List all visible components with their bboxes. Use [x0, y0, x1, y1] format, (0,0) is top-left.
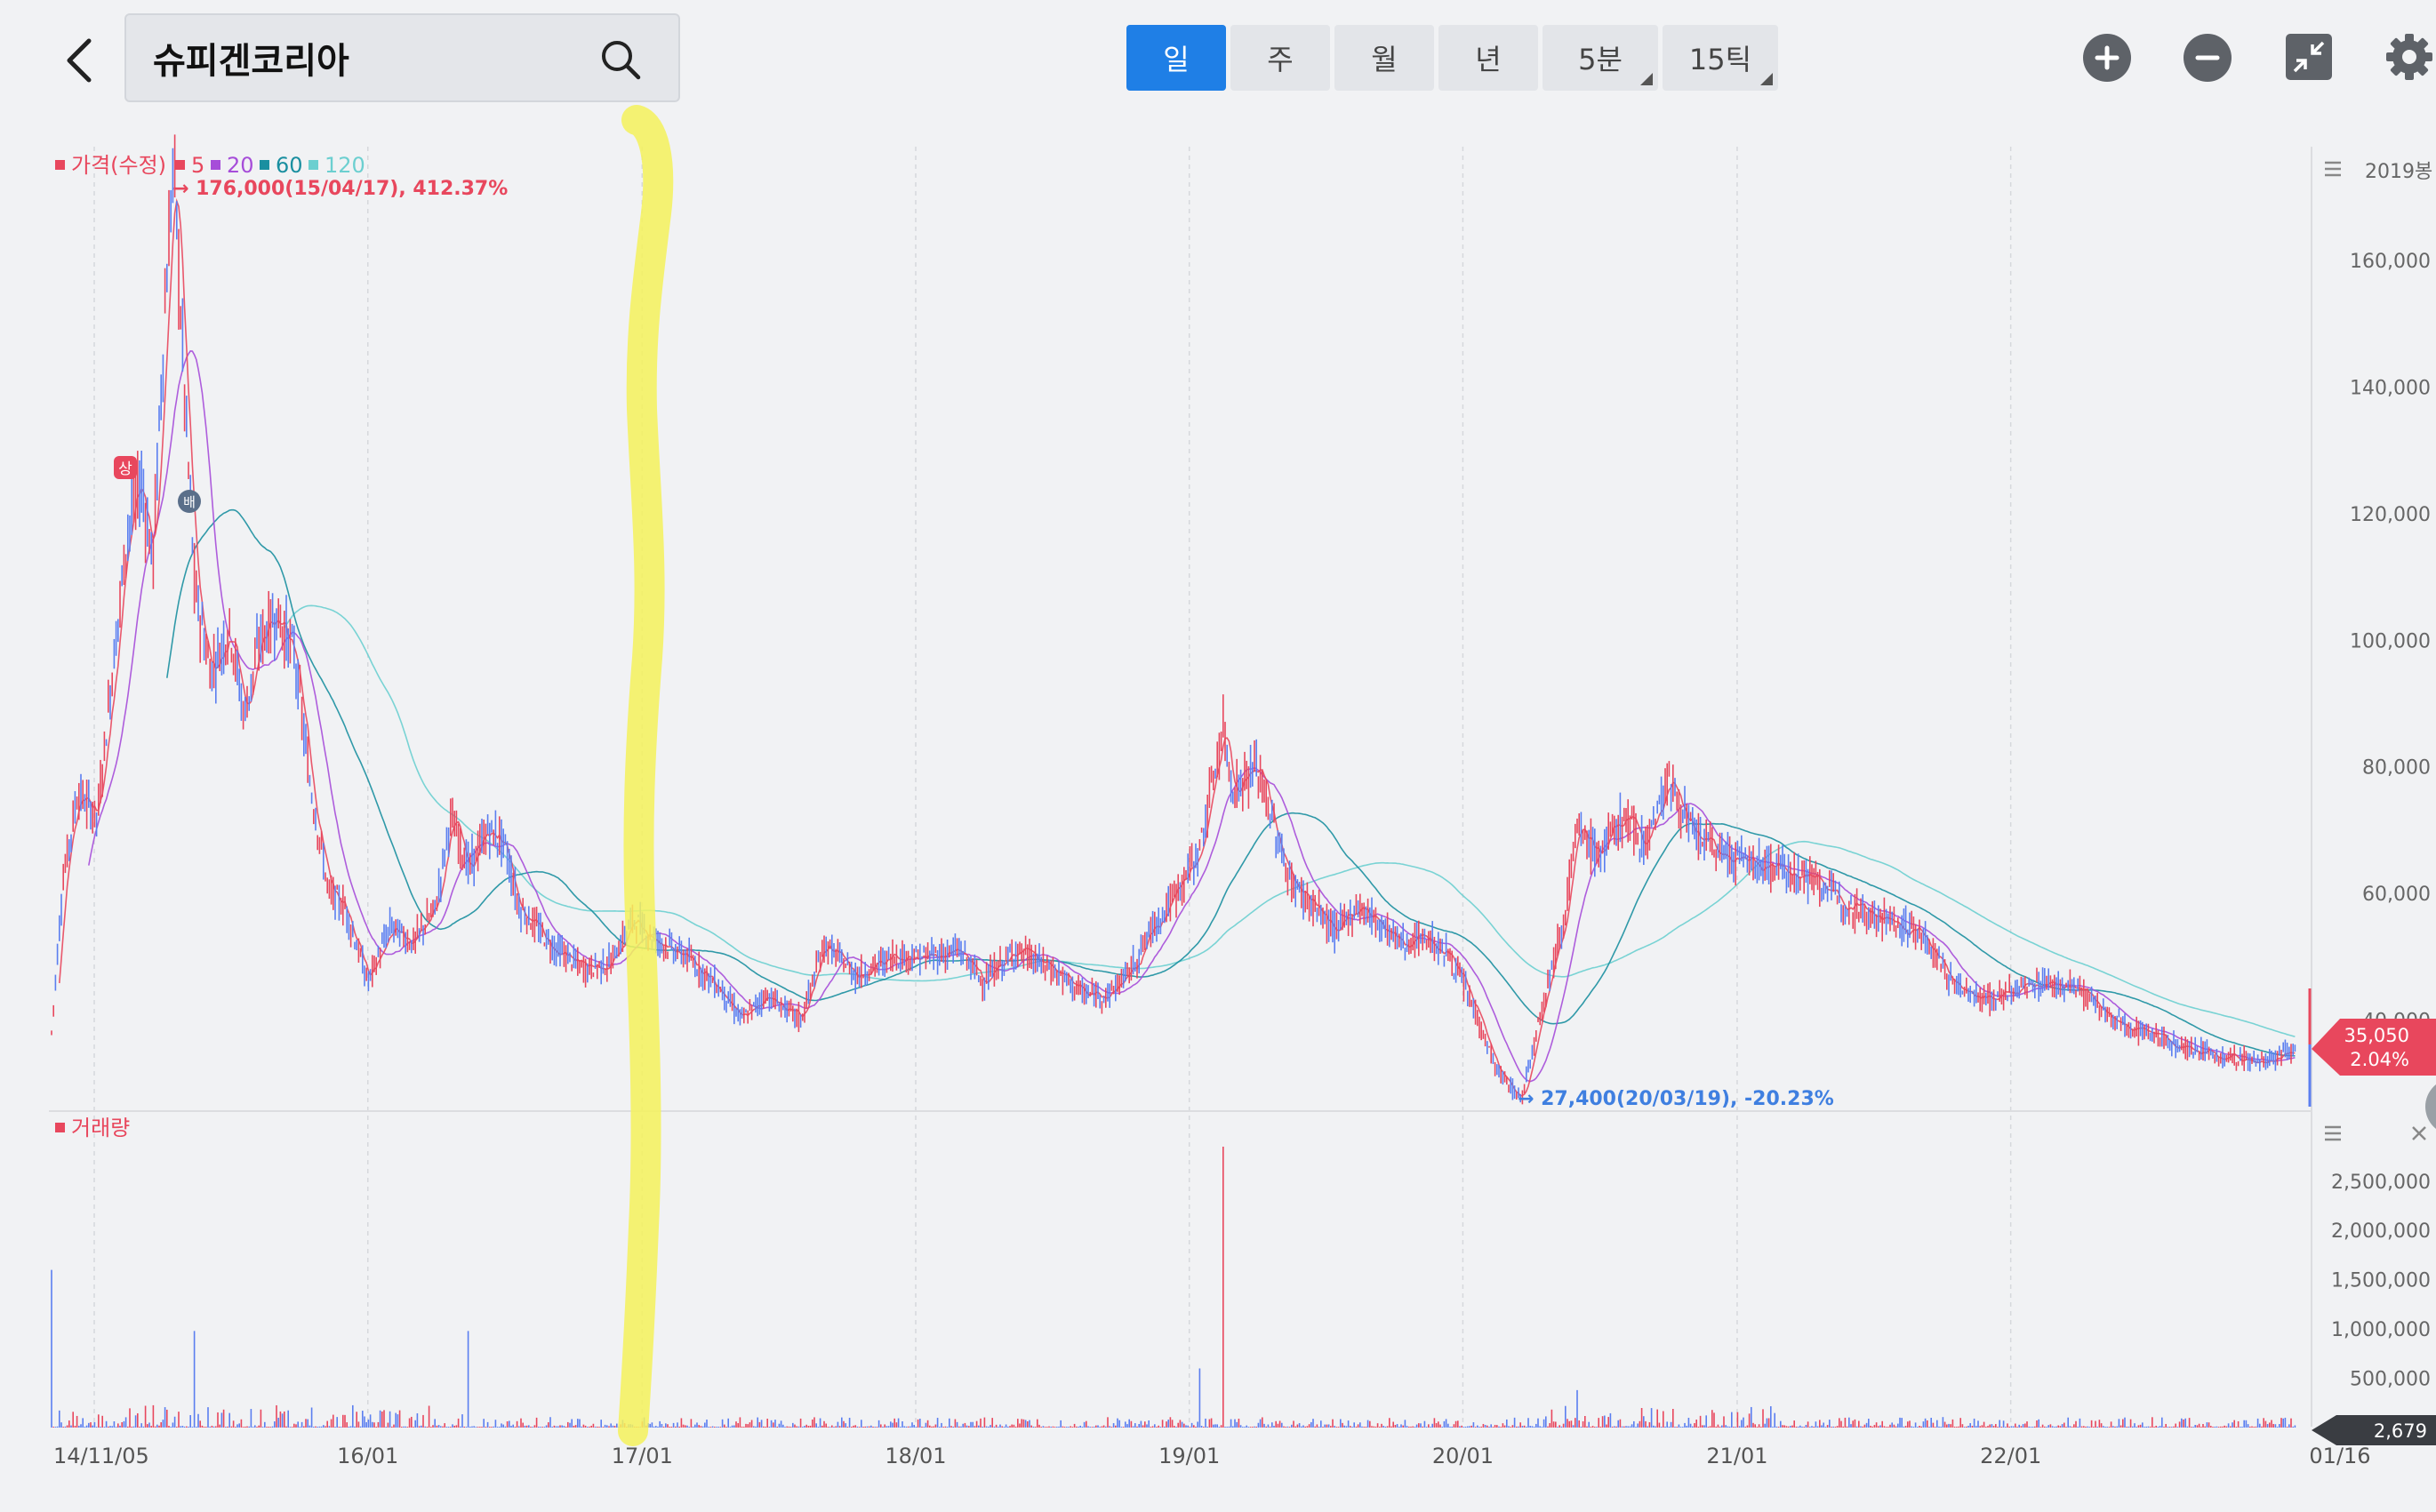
plus-icon: [2095, 45, 2119, 70]
price-menu-icon[interactable]: [2325, 161, 2341, 177]
tab-label: 주: [1267, 43, 1294, 76]
submenu-corner-icon: [1640, 73, 1653, 85]
chevron-left-icon: [67, 38, 92, 83]
x-tick-label: 20/01: [1432, 1444, 1494, 1468]
price-tick-label: 60,000: [2362, 884, 2431, 906]
gear-icon: [2386, 34, 2432, 80]
current-price: 35,050: [2344, 1025, 2409, 1046]
highlighter-mark: [618, 105, 674, 1446]
bar-count: 2019봉: [2365, 161, 2432, 183]
zoom-in-button[interactable]: [2083, 34, 2131, 82]
tab-label: 일: [1163, 43, 1190, 76]
x-tick-label: 17/01: [612, 1444, 673, 1468]
x-tick-label: 01/16: [2309, 1444, 2370, 1468]
close-icon[interactable]: [2412, 1126, 2426, 1140]
tab-label: 5분: [1578, 43, 1623, 76]
high-annotation: → 176,000(15/04/17), 412.37%: [172, 178, 508, 200]
price-tick-label: 120,000: [2350, 504, 2431, 526]
zoom-out-button[interactable]: [2184, 34, 2232, 82]
price-axis: 160,000 140,000 120,000 100,000 80,000 60,000…: [2350, 251, 2431, 1032]
search-input[interactable]: [153, 15, 597, 100]
volume-tick-label: 1,500,000: [2331, 1270, 2431, 1292]
x-tick-label: 18/01: [885, 1444, 946, 1468]
legend-ma60-label: 60: [276, 153, 303, 178]
tab-day[interactable]: 일: [1126, 25, 1226, 91]
submenu-corner-icon: [1760, 73, 1773, 85]
shrink-icon: [2293, 41, 2325, 73]
legend-ma5-label: 5: [191, 153, 204, 178]
tab-week[interactable]: 주: [1230, 25, 1330, 91]
volume-tick-label: 1,000,000: [2331, 1319, 2431, 1341]
scroll-handle[interactable]: [2425, 1078, 2436, 1135]
current-volume: 2,679: [2374, 1420, 2427, 1442]
vertical-gridlines: [93, 147, 2012, 1427]
tab-label: 년: [1475, 43, 1502, 76]
date-axis: 14/11/05 16/01 17/01 18/01 19/01 20/01 21/01 22…: [53, 1444, 2371, 1468]
current-change: 2.04%: [2350, 1049, 2409, 1070]
legend-ma120-label: 120: [325, 153, 365, 178]
volume-legend-swatch: [55, 1123, 65, 1132]
back-button[interactable]: [49, 25, 111, 96]
price-tick-label: 80,000: [2362, 757, 2431, 780]
tab-5min[interactable]: 5분: [1543, 25, 1658, 91]
current-price-tag: [2312, 1019, 2436, 1076]
low-annotation: → 27,400(20/03/19), -20.23%: [1518, 1088, 1834, 1110]
ma60-line: [166, 508, 2296, 1057]
price-tick-label: 100,000: [2350, 630, 2431, 652]
x-tick-label: 16/01: [337, 1444, 398, 1468]
badge-label: 상: [118, 460, 132, 478]
x-tick-label: 21/01: [1706, 1444, 1767, 1468]
volume-bars: [51, 1147, 2296, 1428]
dividend-badge: 배: [178, 490, 201, 513]
badge-label: 배: [183, 494, 196, 510]
ma5-line: [59, 198, 2296, 1097]
ma20-line: [88, 350, 2296, 1083]
limit-up-badge: 상: [114, 456, 137, 479]
price-candles: [51, 134, 2296, 1105]
volume-legend-label: 거래량: [71, 1116, 130, 1140]
price-tick-label: 160,000: [2350, 251, 2431, 273]
minus-icon: [2195, 55, 2220, 60]
x-tick-label: 22/01: [1980, 1444, 2041, 1468]
x-tick-label: 19/01: [1158, 1444, 1220, 1468]
tab-year[interactable]: 년: [1438, 25, 1538, 91]
ma120-line: [284, 604, 2296, 1038]
legend-price-label: 가격(수정): [71, 153, 166, 178]
volume-tick-label: 2,000,000: [2331, 1220, 2431, 1243]
moving-average-lines: [59, 198, 2296, 1097]
period-tabs: 일 주 월 년 5분 15틱: [1126, 25, 1778, 91]
volume-tick-label: 2,500,000: [2331, 1172, 2431, 1194]
tab-label: 15틱: [1688, 43, 1752, 76]
price-legend: 가격(수정) 5 20 60 120: [55, 153, 365, 178]
search-box[interactable]: [124, 13, 680, 102]
current-volume-tag: [2312, 1415, 2436, 1445]
settings-button[interactable]: [2384, 32, 2434, 82]
tab-15tick[interactable]: 15틱: [1663, 25, 1778, 91]
x-tick-label: 14/11/05: [53, 1444, 149, 1468]
price-tick-label: 140,000: [2350, 378, 2431, 400]
shrink-button[interactable]: [2286, 34, 2332, 80]
tab-label: 월: [1371, 43, 1398, 76]
volume-tick-label: 500,000: [2350, 1369, 2431, 1391]
volume-axis: 2,500,000 2,000,000 1,500,000 1,000,000 500,…: [2331, 1172, 2431, 1391]
tab-month[interactable]: 월: [1334, 25, 1434, 91]
volume-menu-icon[interactable]: [2325, 1125, 2341, 1141]
legend-ma20-label: 20: [227, 153, 254, 178]
search-icon[interactable]: [600, 39, 641, 80]
